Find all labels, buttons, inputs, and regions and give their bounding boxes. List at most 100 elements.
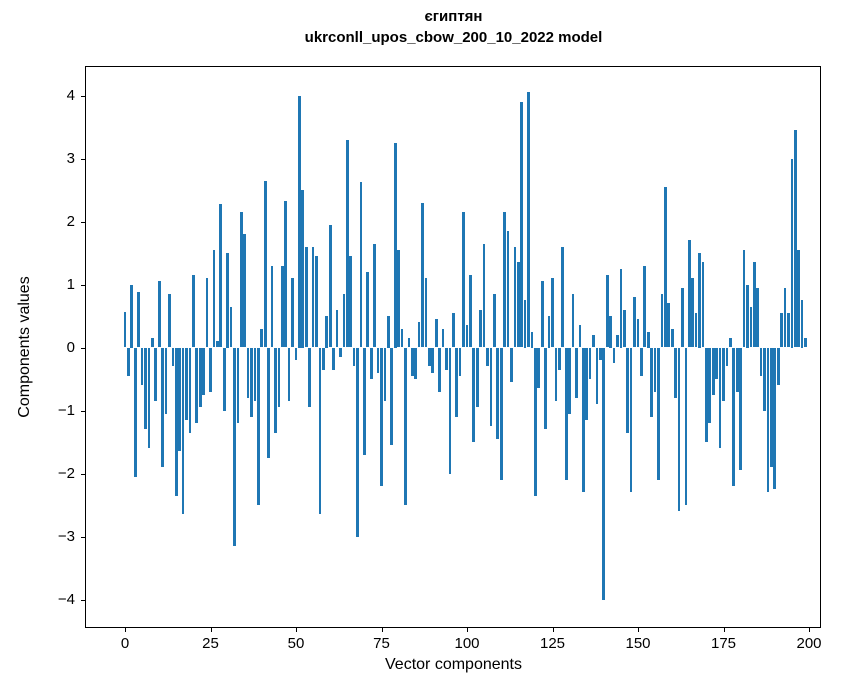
y-tick-label-2: 2 bbox=[66, 212, 75, 230]
bar-component-59 bbox=[325, 316, 329, 348]
bar-component-132 bbox=[575, 347, 578, 398]
bar-component-85 bbox=[414, 347, 418, 379]
bar-component-72 bbox=[369, 347, 373, 379]
bar-component-12 bbox=[164, 347, 168, 414]
bar-component-148 bbox=[629, 347, 633, 493]
y-tick-mark-4 bbox=[81, 95, 85, 97]
bar-component-32 bbox=[233, 347, 236, 546]
bar-component-156 bbox=[657, 347, 660, 480]
bar-component-180 bbox=[739, 347, 742, 471]
bar-component-117 bbox=[523, 300, 527, 348]
bar-component-104 bbox=[479, 309, 483, 348]
bar-component-20 bbox=[192, 275, 195, 348]
bar-component-77 bbox=[386, 316, 390, 348]
bar-component-185 bbox=[756, 287, 760, 348]
y-tick-label-4: 4 bbox=[66, 86, 75, 104]
bar-component-82 bbox=[404, 347, 407, 505]
bar-component-49 bbox=[291, 278, 294, 348]
bar-component-192 bbox=[780, 312, 783, 348]
bar-component-186 bbox=[759, 347, 763, 376]
bar-component-94 bbox=[445, 347, 448, 370]
bar-component-150 bbox=[636, 319, 640, 348]
bar-component-143 bbox=[612, 347, 616, 364]
bar-component-1 bbox=[127, 347, 130, 376]
bar-component-98 bbox=[458, 347, 462, 376]
bar-component-23 bbox=[202, 347, 205, 395]
bar-component-75 bbox=[380, 347, 383, 487]
bar-component-164 bbox=[684, 347, 688, 505]
bar-component-55 bbox=[311, 246, 315, 348]
bar-component-131 bbox=[571, 293, 575, 348]
bar-component-140 bbox=[602, 347, 606, 600]
bar-component-177 bbox=[728, 338, 732, 348]
y-tick-label--3: −3 bbox=[57, 527, 75, 545]
bar-component-162 bbox=[677, 347, 681, 512]
bar-component-69 bbox=[359, 181, 363, 348]
bar-component-5 bbox=[140, 347, 144, 386]
bar-component-18 bbox=[185, 347, 188, 420]
chart-title-model: ukrconll_upos_cbow_200_10_2022 model bbox=[304, 29, 603, 46]
bar-component-2 bbox=[130, 284, 134, 348]
y-tick-mark-1 bbox=[81, 284, 85, 286]
bar-component-171 bbox=[708, 347, 712, 424]
bar-component-135 bbox=[585, 347, 589, 420]
bar-component-153 bbox=[646, 331, 650, 348]
bar-component-181 bbox=[742, 249, 746, 348]
bar-component-190 bbox=[773, 347, 777, 490]
bar-component-86 bbox=[417, 322, 421, 348]
bar-component-129 bbox=[564, 347, 568, 480]
bar-component-127 bbox=[557, 347, 561, 370]
bar-component-106 bbox=[486, 347, 489, 367]
bar-component-8 bbox=[151, 338, 154, 348]
bar-component-145 bbox=[619, 268, 623, 348]
bar-component-61 bbox=[332, 347, 335, 370]
bar-component-99 bbox=[462, 212, 465, 348]
bar-component-84 bbox=[410, 347, 414, 376]
x-tick-label-0: 0 bbox=[120, 635, 130, 652]
x-tick-mark-175 bbox=[723, 628, 725, 632]
bar-component-95 bbox=[448, 347, 452, 474]
bar-component-14 bbox=[171, 347, 175, 367]
bar-component-24 bbox=[205, 278, 209, 348]
bar-component-28 bbox=[219, 203, 223, 348]
bar-component-196 bbox=[793, 130, 797, 348]
bar-component-60 bbox=[328, 224, 332, 348]
bar-component-96 bbox=[451, 312, 455, 348]
bar-component-184 bbox=[752, 262, 756, 348]
bar-component-139 bbox=[599, 347, 602, 361]
bar-component-158 bbox=[664, 186, 667, 348]
bar-component-172 bbox=[711, 347, 715, 395]
bar-component-178 bbox=[732, 347, 736, 487]
bar-component-47 bbox=[284, 200, 288, 348]
bar-component-57 bbox=[318, 347, 322, 515]
bar-component-137 bbox=[592, 334, 595, 348]
bar-component-146 bbox=[622, 309, 626, 348]
bar-component-175 bbox=[722, 347, 725, 402]
bar-component-165 bbox=[687, 240, 691, 348]
bar-component-13 bbox=[168, 293, 171, 348]
bar-component-133 bbox=[578, 325, 582, 348]
bar-component-6 bbox=[144, 347, 147, 430]
bar-component-157 bbox=[660, 293, 664, 348]
bar-component-19 bbox=[188, 347, 192, 433]
bar-component-97 bbox=[455, 347, 459, 417]
bar-component-25 bbox=[209, 347, 212, 392]
y-tick-label--1: −1 bbox=[57, 401, 75, 419]
bar-component-91 bbox=[434, 319, 438, 348]
bar-component-154 bbox=[650, 347, 654, 417]
bar-component-167 bbox=[694, 312, 698, 348]
y-tick-label-1: 1 bbox=[66, 275, 75, 293]
bar-component-118 bbox=[527, 92, 530, 348]
y-axis-label: Components values bbox=[16, 276, 33, 418]
bar-component-168 bbox=[698, 253, 701, 348]
x-tick-label-75: 75 bbox=[373, 635, 390, 652]
bar-component-116 bbox=[520, 101, 524, 348]
bar-component-76 bbox=[383, 347, 387, 402]
bar-component-163 bbox=[681, 287, 684, 348]
bar-component-122 bbox=[540, 281, 544, 348]
y-tick-label-0: 0 bbox=[66, 338, 75, 356]
x-axis-label: Vector components bbox=[385, 656, 522, 673]
bar-component-3 bbox=[133, 347, 137, 477]
bar-component-45 bbox=[277, 347, 281, 408]
